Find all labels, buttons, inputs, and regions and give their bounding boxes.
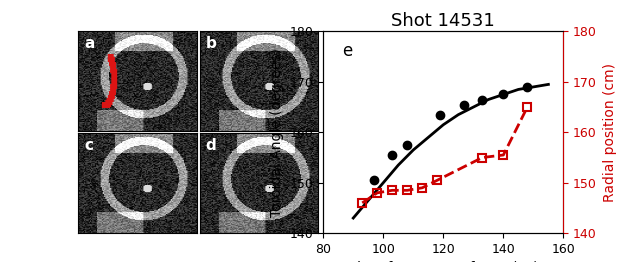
Text: a: a — [84, 36, 95, 51]
Y-axis label: Toroidal Angle (degrees): Toroidal Angle (degrees) — [270, 48, 284, 217]
Text: e: e — [342, 42, 352, 59]
Title: Shot 14531: Shot 14531 — [391, 12, 495, 30]
Y-axis label: Radial position (cm): Radial position (cm) — [603, 63, 617, 202]
Text: d: d — [205, 138, 216, 153]
Text: b: b — [205, 36, 217, 51]
Text: c: c — [84, 138, 93, 153]
X-axis label: Time from start of ELM (μs): Time from start of ELM (μs) — [349, 261, 538, 262]
